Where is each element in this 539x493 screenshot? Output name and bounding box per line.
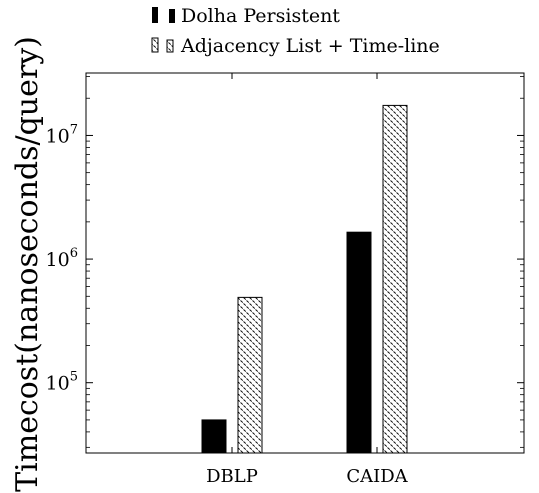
y-tick-label: 107	[46, 122, 78, 147]
bar-caida-adjacency	[382, 104, 408, 454]
plot-area	[201, 104, 408, 454]
plot-frame	[85, 72, 525, 454]
legend: Dolha Persistent Adjacency List + Time-l…	[151, 5, 440, 57]
x-tick-label-dblp: DBLP	[206, 466, 258, 487]
legend-swatch-adjacency	[166, 39, 174, 53]
legend-label-adjacency: Adjacency List + Time-line	[180, 35, 440, 57]
y-tick-label: 106	[46, 246, 78, 271]
bar-caida-dolha	[346, 231, 372, 454]
y-tick-label: 105	[46, 370, 78, 395]
x-tick-label-caida: CAIDA	[346, 466, 408, 487]
legend-item-dolha: Dolha Persistent	[152, 5, 340, 27]
legend-swatch-dolha	[169, 9, 175, 23]
legend-swatch-adjacency	[151, 37, 159, 53]
bar-dblp-dolha	[201, 419, 227, 454]
y-axis-label: Timecost(nanoseconds/query)	[10, 36, 45, 492]
y-axis: 105 106 107	[46, 76, 524, 448]
x-axis: DBLP CAIDA	[206, 73, 409, 487]
legend-label-dolha: Dolha Persistent	[181, 5, 340, 27]
legend-swatch-dolha	[152, 7, 158, 23]
bar-dblp-adjacency	[237, 296, 263, 454]
legend-item-adjacency: Adjacency List + Time-line	[151, 35, 440, 57]
